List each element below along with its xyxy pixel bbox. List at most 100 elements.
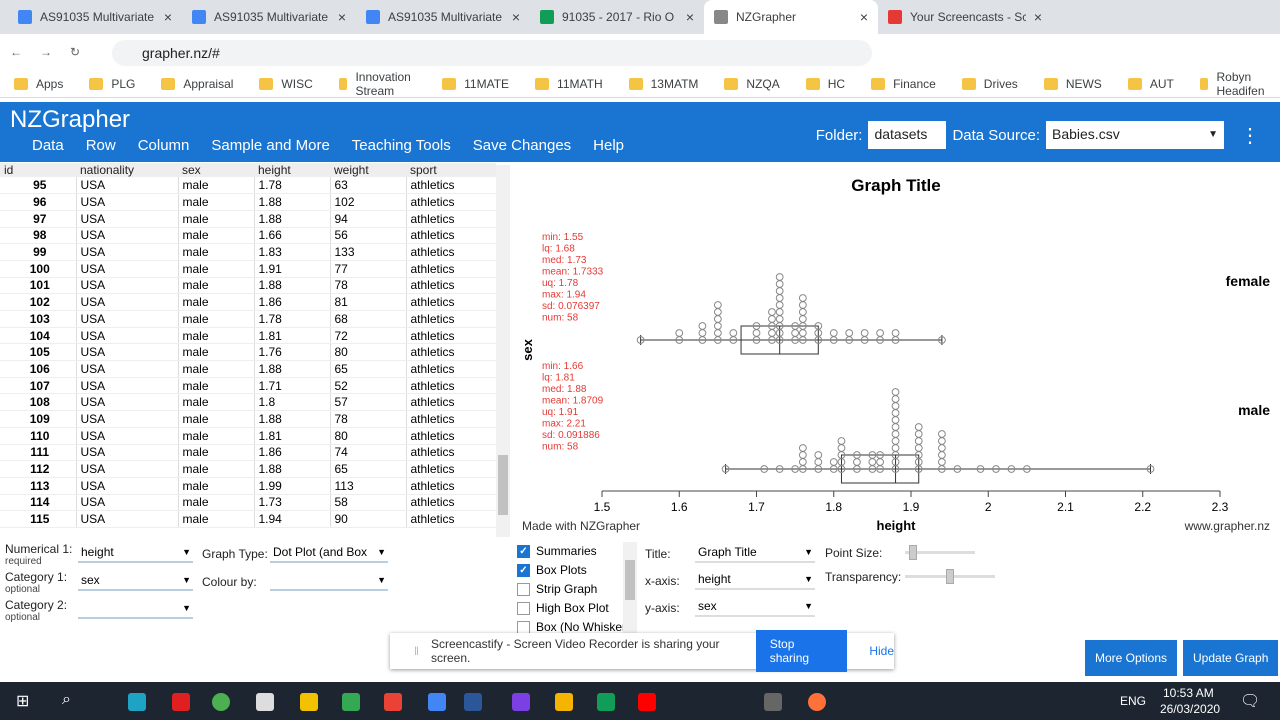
table-cell[interactable]: 102 <box>330 193 407 211</box>
browser-tab[interactable]: NZGrapher × <box>704 0 878 34</box>
table-cell[interactable]: USA <box>76 193 179 211</box>
table-cell[interactable]: 1.86 <box>254 293 331 311</box>
table-cell[interactable]: 113 <box>0 477 77 495</box>
menu-item[interactable]: Column <box>137 137 190 154</box>
table-cell[interactable]: athletics <box>406 310 497 328</box>
table-cell[interactable]: USA <box>76 494 179 512</box>
bookmark[interactable]: AUT <box>1127 77 1174 91</box>
table-cell[interactable]: athletics <box>406 377 497 395</box>
table-cell[interactable]: 90 <box>330 510 407 528</box>
browser-tab[interactable]: AS91035 Multivariate × <box>8 0 182 34</box>
table-cell[interactable]: male <box>178 193 255 211</box>
table-cell[interactable]: male <box>178 227 255 245</box>
table-cell[interactable]: athletics <box>406 393 497 412</box>
close-tab-icon[interactable]: × <box>685 9 694 25</box>
table-row[interactable]: 96 USA male 1.88 102 athletics <box>0 193 497 211</box>
windows-start-icon[interactable]: ⊞ <box>16 693 30 710</box>
checkbox[interactable]: ✓ <box>517 563 530 577</box>
bookmark[interactable]: HC <box>805 77 845 91</box>
bookmark[interactable]: Appraisal <box>161 77 233 91</box>
title-input[interactable]: Graph Title <box>695 543 815 563</box>
column-header[interactable]: id <box>0 163 76 177</box>
folder-input[interactable]: datasets <box>868 121 947 149</box>
table-cell[interactable]: 133 <box>330 243 407 261</box>
bookmark[interactable]: WISC <box>259 77 313 91</box>
table-cell[interactable]: 102 <box>0 293 77 311</box>
table-cell[interactable]: athletics <box>406 477 497 495</box>
table-cell[interactable]: 98 <box>0 227 77 245</box>
browser-tab[interactable]: AS91035 Multivariate × <box>182 0 356 34</box>
table-cell[interactable]: 1.78 <box>254 310 331 328</box>
yaxis-input[interactable]: sex <box>695 597 815 617</box>
table-cell[interactable]: athletics <box>406 210 497 228</box>
menu-item[interactable]: Save Changes <box>472 137 572 154</box>
bookmark[interactable]: Robyn Headifen <box>1199 70 1270 98</box>
acrobat-icon[interactable] <box>172 693 190 711</box>
table-cell[interactable]: 94 <box>330 210 407 228</box>
table-cell[interactable]: USA <box>76 510 179 528</box>
table-cell[interactable]: 1.88 <box>254 460 331 478</box>
table-cell[interactable]: athletics <box>406 360 497 378</box>
close-tab-icon[interactable]: × <box>859 9 868 25</box>
table-cell[interactable]: USA <box>76 460 179 478</box>
table-cell[interactable]: USA <box>76 360 179 378</box>
table-cell[interactable]: athletics <box>406 460 497 478</box>
word-icon[interactable] <box>464 693 482 711</box>
column-header[interactable]: nationality <box>76 163 178 177</box>
table-cell[interactable]: 1.88 <box>254 410 331 428</box>
bookmark[interactable]: 11MATE <box>442 77 509 91</box>
table-cell[interactable]: 114 <box>0 494 77 512</box>
browser-tab[interactable]: 91035 - 2017 - Rio O × <box>530 0 704 34</box>
column-header[interactable]: height <box>254 163 330 177</box>
table-row[interactable]: 104 USA male 1.81 72 athletics <box>0 327 497 345</box>
table-cell[interactable]: USA <box>76 444 179 462</box>
table-cell[interactable]: 1.71 <box>254 377 331 395</box>
table-row[interactable]: 99 USA male 1.83 133 athletics <box>0 243 497 261</box>
table-cell[interactable]: 1.91 <box>254 260 331 278</box>
table-cell[interactable]: 80 <box>330 343 407 362</box>
table-cell[interactable]: 81 <box>330 293 407 311</box>
back-icon[interactable]: ← <box>10 45 22 59</box>
menu-item[interactable]: Sample and More <box>211 137 330 154</box>
table-cell[interactable]: 106 <box>0 360 77 378</box>
table-cell[interactable]: 68 <box>330 310 407 328</box>
table-cell[interactable]: athletics <box>406 494 497 512</box>
chrome-icon[interactable] <box>212 693 230 711</box>
table-cell[interactable]: USA <box>76 410 179 428</box>
table-row[interactable]: 114 USA male 1.73 58 athletics <box>0 494 497 512</box>
table-row[interactable]: 101 USA male 1.88 78 athletics <box>0 277 497 295</box>
point-size-slider[interactable] <box>905 545 975 560</box>
table-row[interactable]: 98 USA male 1.66 56 athletics <box>0 227 497 245</box>
menu-item[interactable]: Teaching Tools <box>351 137 451 154</box>
table-cell[interactable]: 115 <box>0 510 77 528</box>
table-cell[interactable]: male <box>178 293 255 311</box>
table-cell[interactable]: 1.83 <box>254 243 331 261</box>
table-row[interactable]: 111 USA male 1.86 74 athletics <box>0 444 497 462</box>
table-cell[interactable]: USA <box>76 210 179 228</box>
table-cell[interactable]: 65 <box>330 460 407 478</box>
table-cell[interactable]: 110 <box>0 427 77 445</box>
table-cell[interactable]: male <box>178 393 255 412</box>
clock-date[interactable]: 26/03/2020 <box>1160 702 1221 716</box>
table-cell[interactable]: 63 <box>330 177 407 195</box>
bookmark[interactable]: Innovation Stream <box>338 70 416 98</box>
table-cell[interactable]: male <box>178 460 255 478</box>
close-tab-icon[interactable]: × <box>163 9 172 25</box>
drag-handle-icon[interactable]: ‖ <box>414 644 419 658</box>
table-cell[interactable]: 57 <box>330 393 407 412</box>
table-cell[interactable]: athletics <box>406 510 497 528</box>
bookmark[interactable]: Apps <box>14 77 63 91</box>
table-cell[interactable]: 1.88 <box>254 210 331 228</box>
clock-time[interactable]: 10:53 AM <box>1163 686 1214 700</box>
table-row[interactable]: 103 USA male 1.78 68 athletics <box>0 310 497 328</box>
checkbox[interactable] <box>517 620 530 634</box>
table-cell[interactable]: 108 <box>0 393 77 412</box>
xaxis-input[interactable]: height <box>695 570 815 590</box>
table-cell[interactable]: 1.88 <box>254 360 331 378</box>
table-cell[interactable]: athletics <box>406 343 497 362</box>
table-cell[interactable]: male <box>178 243 255 261</box>
table-cell[interactable]: athletics <box>406 327 497 345</box>
table-cell[interactable]: 113 <box>330 477 407 495</box>
table-cell[interactable]: 103 <box>0 310 77 328</box>
graph-type-select[interactable]: Dot Plot (and Box <box>270 543 388 563</box>
